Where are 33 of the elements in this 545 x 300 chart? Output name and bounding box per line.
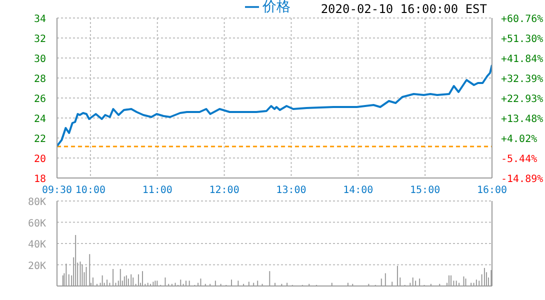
y-tick-label: 20K	[28, 260, 46, 272]
x-tick-label: 15:00	[410, 185, 440, 196]
x-tick-label: 11:00	[142, 185, 172, 196]
y2-tick-label: -5.44%	[501, 154, 538, 166]
x-tick-label: 14:00	[343, 185, 374, 196]
y-tick-label: 28	[34, 74, 46, 85]
y2-tick-label: +51.30%	[501, 34, 544, 46]
legend-label: 价格	[262, 0, 290, 15]
y-tick-label: 24	[34, 114, 46, 125]
y2-tick-label: +41.84%	[501, 54, 544, 66]
y2-tick-label: +13.48%	[501, 114, 544, 125]
x-tick-label: 09:30	[42, 185, 72, 196]
y-tick-label: 30	[34, 54, 46, 65]
y-tick-label: 40K	[28, 240, 46, 250]
y-tick-label: 34	[34, 14, 46, 25]
line-series	[57, 64, 492, 147]
y-tick-label: 32	[34, 34, 46, 45]
x-tick-label: 10:00	[75, 185, 106, 196]
y-tick-label: 22	[34, 134, 46, 145]
y-tick-label: 20	[34, 154, 46, 165]
y2-tick-label: +32.39%	[501, 74, 544, 86]
y2-tick-label: +60.76%	[501, 14, 544, 25]
x-tick-label: 16:00	[476, 185, 508, 196]
y2-tick-label: -14.89%	[501, 174, 544, 185]
y-tick-label: 18	[34, 174, 46, 185]
x-tick-label: 13:00	[276, 185, 306, 196]
x-tick-label: 12:00	[209, 185, 240, 196]
y-tick-label: 26	[34, 94, 46, 105]
text: 2020-02-10 16:00:00 EST	[320, 2, 487, 16]
y-tick-label: 80K	[28, 197, 46, 208]
y2-tick-label: +22.93%	[501, 94, 544, 106]
y-tick-label: 60K	[28, 218, 46, 230]
y2-tick-label: +4.02%	[501, 134, 538, 146]
